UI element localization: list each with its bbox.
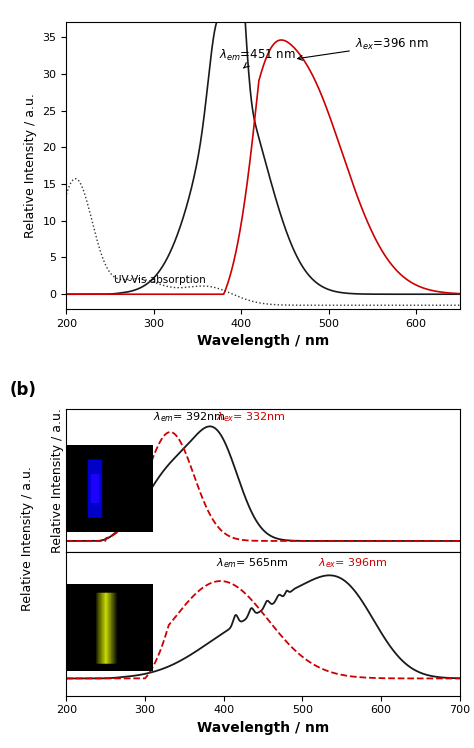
Text: UV-Vis absorption: UV-Vis absorption	[114, 275, 206, 285]
Text: $\lambda_{em}$= 565nm: $\lambda_{em}$= 565nm	[216, 557, 289, 570]
Text: $\lambda_{ex}$= 332nm: $\lambda_{ex}$= 332nm	[216, 411, 286, 424]
X-axis label: Wavelength / nm: Wavelength / nm	[197, 334, 329, 348]
Text: $\lambda_{ex}$= 396nm: $\lambda_{ex}$= 396nm	[318, 557, 388, 570]
Y-axis label: Relative Intensity / a.u.: Relative Intensity / a.u.	[24, 94, 37, 238]
X-axis label: Wavelength / nm: Wavelength / nm	[197, 721, 329, 735]
Text: $\lambda_{ex}$=396 nm: $\lambda_{ex}$=396 nm	[298, 37, 428, 61]
Text: $\lambda_{em}$= 392nm: $\lambda_{em}$= 392nm	[153, 411, 226, 424]
Text: (b): (b)	[9, 381, 36, 399]
Y-axis label: Relative Intensity / a.u.: Relative Intensity / a.u.	[51, 408, 64, 554]
Text: $\lambda_{em}$=451 nm: $\lambda_{em}$=451 nm	[219, 48, 296, 68]
Text: Relative Intensity / a.u.: Relative Intensity / a.u.	[21, 466, 34, 611]
